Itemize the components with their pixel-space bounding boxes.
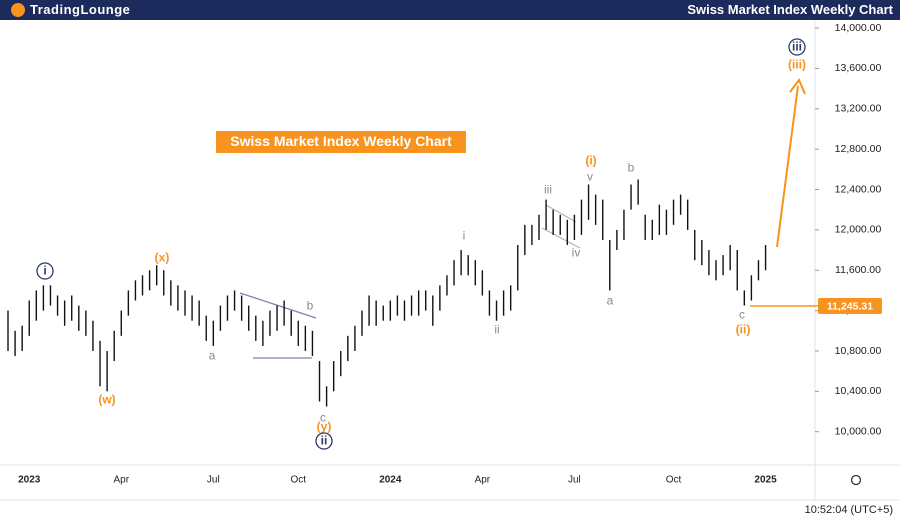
last-price-label: 11,245.31 — [827, 300, 873, 312]
wave-label: i — [43, 264, 46, 278]
timestamp: 10:52:04 (UTC+5) — [805, 504, 893, 516]
chart-title: Swiss Market Index Weekly Chart — [230, 133, 452, 149]
title-box — [216, 131, 466, 153]
y-tick-label: 12,400.00 — [835, 183, 882, 195]
y-tick-label: 12,800.00 — [835, 143, 882, 155]
brand: TradingLounge — [30, 2, 130, 17]
wave-label: (x) — [155, 251, 170, 265]
x-tick-label: 2023 — [18, 475, 41, 486]
trend-line — [239, 292, 317, 319]
arrow-head — [789, 78, 806, 95]
wave-label: (iii) — [788, 58, 806, 72]
wave-label: a — [607, 294, 614, 308]
y-tick-label: 13,200.00 — [835, 103, 882, 115]
y-tick-label: 11,600.00 — [835, 264, 881, 276]
y-tick-label: 10,000.00 — [835, 425, 882, 437]
trend-line — [541, 227, 581, 249]
x-tick-label: Oct — [666, 475, 682, 486]
header-title: Swiss Market Index Weekly Chart — [687, 2, 893, 17]
wave-circle — [788, 38, 806, 56]
wave-label: ii — [494, 323, 499, 337]
y-tick-label: 14,000.00 — [835, 22, 882, 34]
wave-label: (y) — [317, 420, 332, 434]
header-bar — [0, 0, 900, 20]
wave-circle — [36, 262, 54, 280]
wave-label: (w) — [98, 393, 115, 407]
y-tick-label: 13,600.00 — [835, 62, 882, 74]
wave-label: iii — [544, 183, 552, 197]
logo-icon — [11, 3, 25, 17]
y-tick-label: 12,000.00 — [835, 224, 882, 236]
wave-circle — [315, 432, 333, 450]
wave-label: c — [320, 411, 326, 425]
x-tick-label: Oct — [290, 475, 306, 486]
x-tick-label: Jul — [568, 475, 581, 486]
wave-label: a — [209, 349, 216, 363]
wave-label: (ii) — [736, 323, 751, 337]
wave-label: v — [587, 170, 593, 184]
last-price-box — [818, 298, 882, 315]
x-tick-label: 2025 — [754, 475, 777, 486]
x-tick-label: Apr — [113, 475, 129, 486]
x-tick-label: Jul — [207, 475, 220, 486]
wave-label: ii — [321, 434, 328, 448]
projection-arrow — [776, 85, 799, 248]
wave-label: (i) — [585, 154, 596, 168]
y-tick-label: 10,400.00 — [835, 385, 882, 397]
wave-label: c — [739, 308, 745, 322]
x-tick-label: Apr — [475, 475, 491, 486]
wave-label: b — [307, 299, 314, 313]
trend-line — [545, 204, 577, 223]
x-tick-label: 2024 — [379, 475, 402, 486]
wave-label: iii — [792, 40, 802, 54]
y-tick-label: 10,800.00 — [835, 345, 882, 357]
wave-label: i — [463, 229, 466, 243]
wave-label: b — [628, 161, 635, 175]
wave-label: iv — [572, 246, 581, 260]
settings-icon[interactable] — [850, 474, 862, 486]
